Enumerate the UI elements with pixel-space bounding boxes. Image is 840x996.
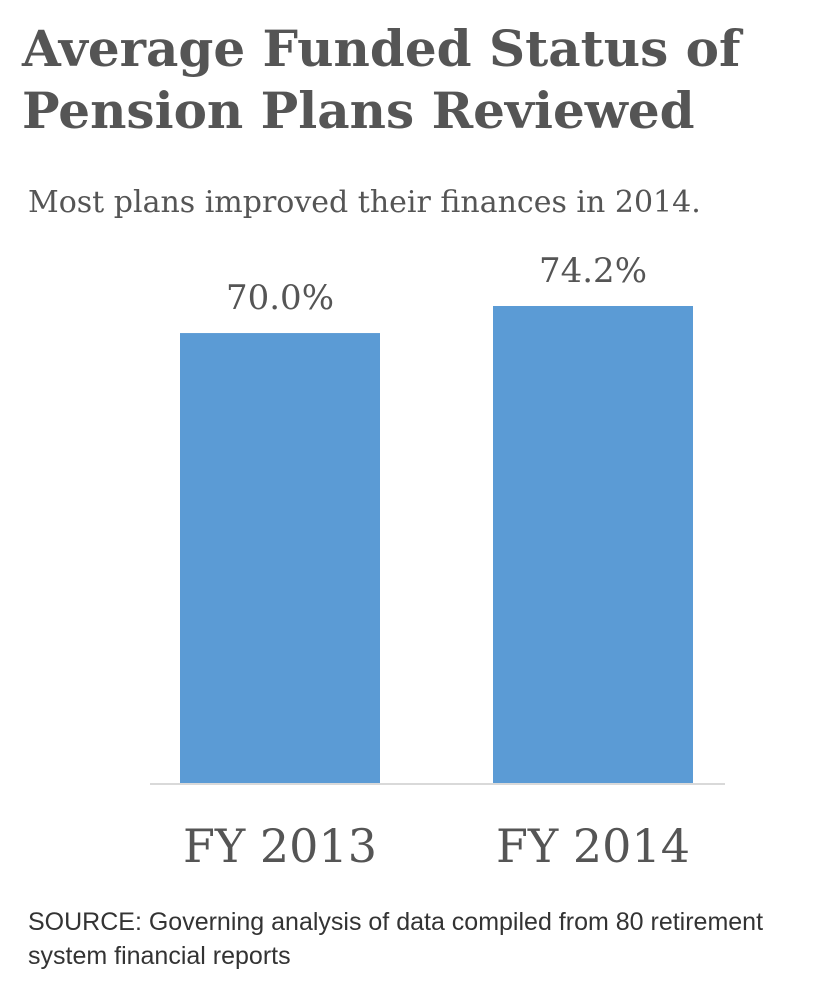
bar-fy-2013 (180, 333, 380, 784)
data-label: 70.0% (226, 278, 334, 318)
chart-title: Average Funded Status of Pension Plans R… (22, 19, 741, 140)
data-label: 74.2% (539, 251, 647, 291)
labels-group: 70.0% FY 2013 74.2% FY 2014 (183, 251, 690, 873)
bar-chart: 70.0% FY 2013 74.2% FY 2014 (150, 251, 725, 873)
x-tick-label: FY 2013 (183, 819, 377, 873)
x-tick-label: FY 2014 (496, 819, 690, 873)
bars-group (180, 306, 693, 784)
bar-fy-2014 (493, 306, 693, 784)
chart-subtitle: Most plans improved their finances in 20… (28, 185, 701, 220)
source-note: SOURCE: Governing analysis of data compi… (28, 908, 764, 970)
